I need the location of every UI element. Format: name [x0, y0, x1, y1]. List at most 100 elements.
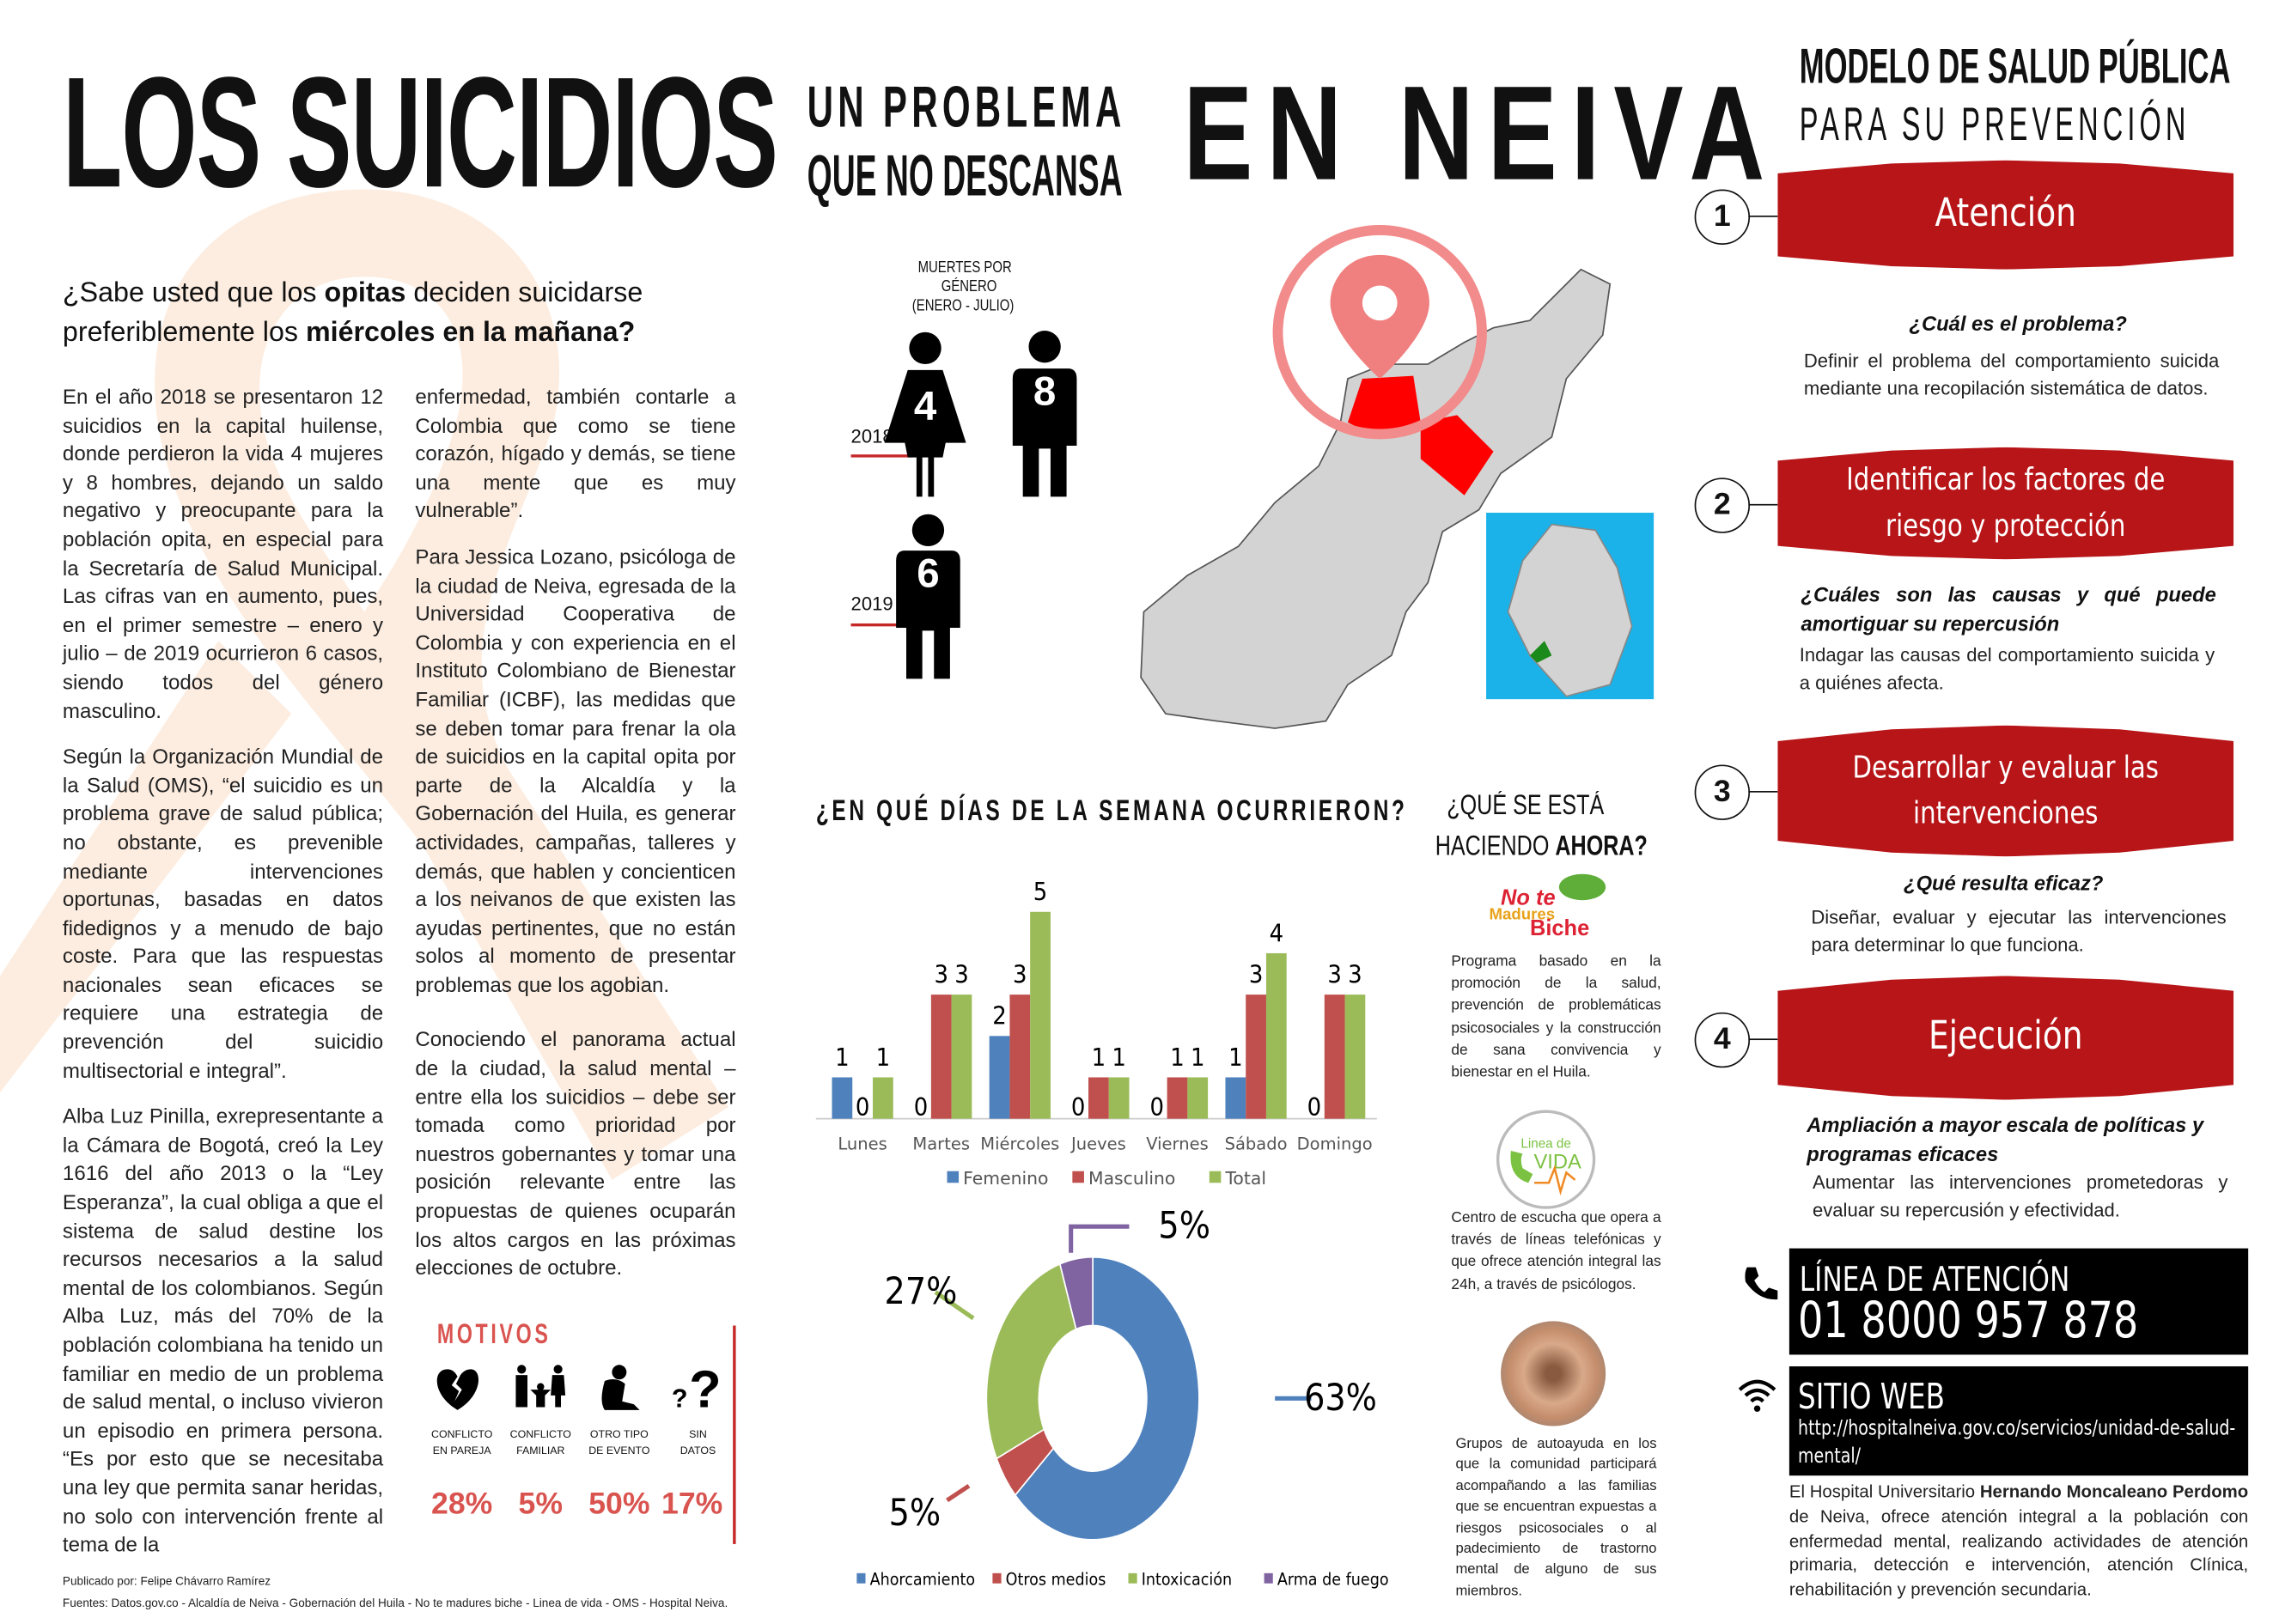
website-link[interactable]: http://hospitalneiva.gov.co/servicios/un…: [1798, 1417, 2236, 1469]
motivo-percent: 28%: [431, 1487, 493, 1521]
bar-data-label: 3: [1249, 960, 1264, 989]
website-box: SITIO WEB http://hospitalneiva.gov.co/se…: [1789, 1365, 2249, 1476]
hospital-description: El Hospital Universitario Hernando Monca…: [1789, 1481, 2249, 1600]
article-column-1: En el año 2018 se presentaron 12 suicidi…: [63, 385, 383, 1578]
bar-masculino: [1246, 994, 1266, 1119]
sources: Fuentes: Datos.gov.co - Alcaldía de Neiv…: [62, 1596, 728, 1610]
website-title: SITIO WEB: [1798, 1376, 1945, 1418]
svg-text:?: ?: [672, 1384, 688, 1413]
bar-data-label: 4: [1270, 918, 1284, 947]
page-title: LOS SUICIDIOS: [62, 43, 778, 221]
support-group-description: Grupos de autoayuda en los que la comuni…: [1455, 1436, 1657, 1600]
bar-data-label: 3: [1327, 960, 1342, 989]
step-number: 3: [1694, 764, 1751, 820]
region-highlight: [1420, 415, 1494, 496]
motivo-percent: 50%: [588, 1487, 650, 1521]
bar-masculino: [1088, 1077, 1109, 1119]
category-label: Viernes: [1146, 1134, 1209, 1153]
female-count-2018: 4: [914, 383, 937, 429]
no-te-madures-biche-logo: No te Madures Biche: [1486, 867, 1618, 940]
category-label: Jueves: [1069, 1134, 1126, 1153]
gender-figures: 4 8 6: [884, 331, 1077, 679]
broken-heart-icon: [436, 1369, 479, 1410]
male-count-2019: 6: [917, 551, 939, 597]
legend-label: Otros medios: [1006, 1569, 1106, 1589]
legend-swatch: [1072, 1171, 1084, 1183]
slice-percent-label: 27%: [885, 1270, 958, 1312]
legend-label: Ahorcamiento: [870, 1569, 976, 1589]
donut-slice-ahorcamiento: [1014, 1256, 1200, 1541]
category-label: Lunes: [838, 1134, 887, 1153]
map-region: [1140, 268, 1612, 729]
legend-label: Masculino: [1088, 1168, 1175, 1189]
bar-total: [1187, 1077, 1209, 1119]
svg-text:No te: No te: [1501, 885, 1556, 909]
motivo-percent: 17%: [661, 1487, 723, 1521]
footer: Publicado por: Felipe Chávarro Ramírez F…: [63, 1570, 728, 1614]
support-group-photo: [1501, 1321, 1606, 1426]
step-banner: Desarrollar y evaluar las intervenciones: [1777, 725, 2234, 857]
linea-vida-description: Centro de escucha que opera a través de …: [1451, 1210, 1661, 1293]
motivo-item: ?? SIN DATOS 17%: [659, 1359, 738, 1523]
bar-data-label: 1: [1191, 1043, 1205, 1072]
bar-data-label: 1: [1170, 1043, 1185, 1072]
bar-data-label: 2: [992, 1001, 1007, 1031]
bar-data-label: 0: [914, 1092, 929, 1122]
legend-swatch: [947, 1171, 960, 1183]
neiva-highlight: [1347, 375, 1421, 437]
legend-swatch: [1128, 1572, 1137, 1584]
bar-total: [872, 1077, 893, 1119]
step-banner: Atención: [1777, 160, 2234, 270]
motivos-title: MOTIVOS: [436, 1319, 551, 1351]
female-figure-icon: [884, 331, 966, 497]
step-number: 2: [1694, 477, 1751, 532]
bar-total: [1265, 952, 1287, 1119]
callout-arrow: [946, 1483, 971, 1503]
callout-arrow: [1069, 1224, 1130, 1253]
motivo-item: CONFLICTO EN PAREJA 28%: [423, 1364, 502, 1523]
step-banner: Ejecución: [1777, 976, 2234, 1100]
paragraph: Conociendo el panorama actual de la ciud…: [415, 1029, 736, 1281]
paragraph: Alba Luz Pinilla, exrepresentante a la C…: [62, 1105, 384, 1558]
year-2019: 2019: [850, 593, 893, 615]
category-label: Martes: [912, 1134, 970, 1153]
step-question: Ampliación a mayor escala de políticas y…: [1807, 1112, 2204, 1165]
bar-total: [1344, 994, 1366, 1119]
male-count-2018: 8: [1033, 369, 1056, 415]
bar-data-label: 1: [1228, 1043, 1243, 1072]
bar-data-label: 0: [1307, 1092, 1322, 1122]
step-number: 1: [1694, 188, 1751, 245]
bar-data-label: 5: [1033, 877, 1048, 906]
step-question: ¿Qué resulta eficaz?: [1904, 871, 2104, 895]
now-title: ¿QUÉ SE ESTÁ HACIENDO AHORA?: [1435, 791, 1648, 863]
male-figure-icon: [896, 514, 960, 679]
phone-icon: [1745, 1267, 1778, 1300]
bar-chart-title: ¿EN QUÉ DÍAS DE LA SEMANA OCURRIERON?: [815, 795, 1408, 828]
divider: [733, 1325, 735, 1544]
step-question: ¿Cuáles son las causas y qué puede amort…: [1801, 582, 2216, 636]
motivo-label: CONFLICTO EN PAREJA: [431, 1427, 493, 1457]
donut-slice-arma-de-fuego: [1058, 1256, 1094, 1330]
legend-swatch: [1264, 1572, 1273, 1584]
legend-label: Arma de fuego: [1277, 1569, 1389, 1589]
helpline-phone[interactable]: 01 8000 957 878: [1798, 1292, 2139, 1351]
connector: [1748, 1037, 1778, 1040]
subtitle: UN PROBLEMA QUE NO DESCANSA: [807, 76, 1126, 209]
motivo-label: SIN DATOS: [679, 1427, 716, 1457]
callout-arrow: [934, 1290, 975, 1321]
location-ring: [1272, 225, 1487, 440]
huila-map: [1140, 225, 1654, 729]
svg-text:Linea de: Linea de: [1520, 1137, 1571, 1152]
bar-masculino: [1324, 994, 1345, 1119]
donut-chart: 63% 5% 27% 5% Ahorcamiento Otros medios Intoxi…: [856, 1205, 1389, 1589]
bar-total: [1108, 1077, 1130, 1119]
paragraph: enfermedad, también contarle a Colombia …: [415, 386, 736, 524]
author: Publicado por: Felipe Chávarro Ramírez: [62, 1574, 271, 1588]
motivos-box: MOTIVOS CONFLICTO EN PAREJA 28% CONFLICTO…: [423, 1308, 736, 1550]
motivo-item: OTRO TIPO DE EVENTO 50%: [580, 1364, 659, 1523]
motivo-percent: 5%: [518, 1487, 564, 1521]
bar-total: [951, 994, 972, 1119]
bar-data-label: 1: [876, 1043, 890, 1072]
category-label: Sábado: [1225, 1134, 1288, 1153]
